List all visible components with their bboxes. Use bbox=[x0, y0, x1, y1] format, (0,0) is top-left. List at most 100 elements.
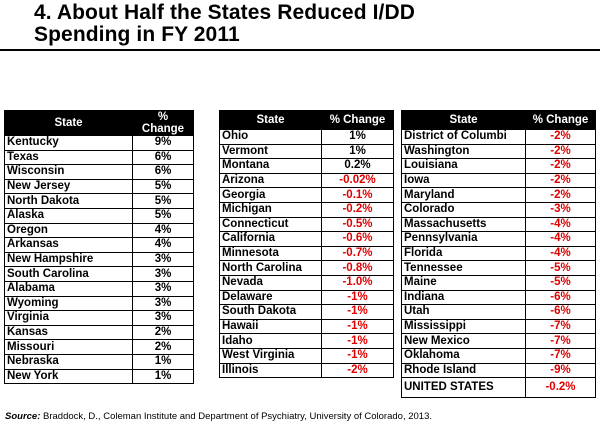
table-row: Washington -2% bbox=[401, 143, 596, 160]
state-cell: Alabama bbox=[4, 280, 133, 297]
total-row: UNITED STATES -0.2% bbox=[401, 377, 596, 399]
table-row: Arkansas 4% bbox=[4, 237, 194, 253]
table-row: Michigan -0.2% bbox=[219, 201, 394, 218]
state-cell: Alaska bbox=[4, 207, 133, 224]
change-cell: -4% bbox=[525, 231, 596, 247]
state-cell: Nevada bbox=[219, 274, 322, 291]
column-header-state: State bbox=[401, 110, 526, 130]
change-cell: 3% bbox=[132, 295, 194, 312]
source-text: Braddock, D., Coleman Institute and Depa… bbox=[40, 411, 432, 422]
state-cell: New York bbox=[4, 368, 133, 385]
state-cell: Kansas bbox=[4, 324, 133, 341]
change-cell: -0.5% bbox=[321, 216, 394, 233]
state-cell: Hawaii bbox=[219, 318, 322, 335]
table-row: New Hampshire 3% bbox=[4, 251, 194, 268]
table-row: Virginia 3% bbox=[4, 310, 194, 326]
state-cell: Wisconsin bbox=[4, 164, 133, 180]
states-table-1: State % Change Kentucky 9% Texas 6% Wisconsi… bbox=[4, 110, 194, 385]
slide-title: 4. About Half the States Reduced I/DD Sp… bbox=[34, 2, 594, 46]
state-cell: Texas bbox=[4, 149, 133, 166]
state-cell: Massachusetts bbox=[401, 216, 526, 233]
table-row: Maine -5% bbox=[401, 274, 596, 291]
table-row: Tennessee -5% bbox=[401, 260, 596, 276]
change-cell: -7% bbox=[525, 318, 596, 335]
change-cell: -7% bbox=[525, 333, 596, 349]
state-cell: Missouri bbox=[4, 339, 133, 355]
state-cell: Colorado bbox=[401, 201, 526, 218]
table-row: Alabama 3% bbox=[4, 280, 194, 297]
state-cell: Georgia bbox=[219, 187, 322, 203]
change-cell: -0.02% bbox=[321, 172, 394, 189]
table-row: Nebraska 1% bbox=[4, 353, 194, 370]
table-row: Minnesota -0.7% bbox=[219, 245, 394, 262]
change-cell: -1% bbox=[321, 333, 394, 349]
table-row: New Mexico -7% bbox=[401, 333, 596, 349]
change-cell: 2% bbox=[132, 339, 194, 355]
change-cell: -1% bbox=[321, 318, 394, 335]
table-row: Wisconsin 6% bbox=[4, 164, 194, 180]
change-cell: 4% bbox=[132, 237, 194, 253]
state-cell: New Jersey bbox=[4, 178, 133, 195]
column-header-change: % Change bbox=[525, 110, 596, 130]
state-cell: Virginia bbox=[4, 310, 133, 326]
state-cell: Arizona bbox=[219, 172, 322, 189]
state-cell: Washington bbox=[401, 143, 526, 160]
state-cell: Tennessee bbox=[401, 260, 526, 276]
table-row: Vermont 1% bbox=[219, 143, 394, 160]
column-header-state: State bbox=[4, 110, 133, 136]
state-cell: Montana bbox=[219, 158, 322, 174]
table-row: North Dakota 5% bbox=[4, 193, 194, 209]
table-row: Hawaii -1% bbox=[219, 318, 394, 335]
change-cell: -1.0% bbox=[321, 274, 394, 291]
table-row: South Carolina 3% bbox=[4, 266, 194, 282]
change-cell: -0.6% bbox=[321, 231, 394, 247]
table-row: Georgia -0.1% bbox=[219, 187, 394, 203]
total-change-cell: -0.2% bbox=[525, 377, 596, 399]
state-cell: Mississippi bbox=[401, 318, 526, 335]
change-cell: 1% bbox=[321, 129, 394, 145]
change-cell: 3% bbox=[132, 310, 194, 326]
state-cell: Oregon bbox=[4, 222, 133, 239]
state-cell: District of Columbi bbox=[401, 129, 526, 145]
table-row: South Dakota -1% bbox=[219, 304, 394, 320]
state-cell: North Carolina bbox=[219, 260, 322, 276]
table-row: Alaska 5% bbox=[4, 207, 194, 224]
table-row: Nevada -1.0% bbox=[219, 274, 394, 291]
table-row: Illinois -2% bbox=[219, 362, 394, 379]
change-cell: -0.2% bbox=[321, 201, 394, 218]
table-row: Missouri 2% bbox=[4, 339, 194, 355]
change-cell: 6% bbox=[132, 164, 194, 180]
table-row: Oklahoma -7% bbox=[401, 347, 596, 364]
change-cell: 0.2% bbox=[321, 158, 394, 174]
table-row: Mississippi -7% bbox=[401, 318, 596, 335]
state-cell: West Virginia bbox=[219, 347, 322, 364]
change-cell: 1% bbox=[132, 353, 194, 370]
change-cell: -4% bbox=[525, 245, 596, 262]
table-row: West Virginia -1% bbox=[219, 347, 394, 364]
source-note: Source: Braddock, D., Coleman Institute … bbox=[5, 411, 432, 422]
table-row: Delaware -1% bbox=[219, 289, 394, 306]
change-cell: -0.1% bbox=[321, 187, 394, 203]
state-cell: Kentucky bbox=[4, 135, 133, 151]
state-cell: Vermont bbox=[219, 143, 322, 160]
change-cell: 3% bbox=[132, 251, 194, 268]
state-cell: California bbox=[219, 231, 322, 247]
state-cell: Idaho bbox=[219, 333, 322, 349]
state-cell: New Mexico bbox=[401, 333, 526, 349]
table-row: Arizona -0.02% bbox=[219, 172, 394, 189]
state-cell: Ohio bbox=[219, 129, 322, 145]
table-row: Kentucky 9% bbox=[4, 135, 194, 151]
change-cell: -7% bbox=[525, 347, 596, 364]
source-label: Source: bbox=[5, 411, 41, 422]
state-cell: Indiana bbox=[401, 289, 526, 306]
total-state-cell: UNITED STATES bbox=[401, 377, 526, 399]
column-header-change: % Change bbox=[132, 110, 194, 136]
table-row: Colorado -3% bbox=[401, 201, 596, 218]
state-cell: North Dakota bbox=[4, 193, 133, 209]
change-cell: 6% bbox=[132, 149, 194, 166]
state-cell: Arkansas bbox=[4, 237, 133, 253]
table-row: Iowa -2% bbox=[401, 172, 596, 189]
state-cell: Oklahoma bbox=[401, 347, 526, 364]
state-cell: Nebraska bbox=[4, 353, 133, 370]
table-row: North Carolina -0.8% bbox=[219, 260, 394, 276]
